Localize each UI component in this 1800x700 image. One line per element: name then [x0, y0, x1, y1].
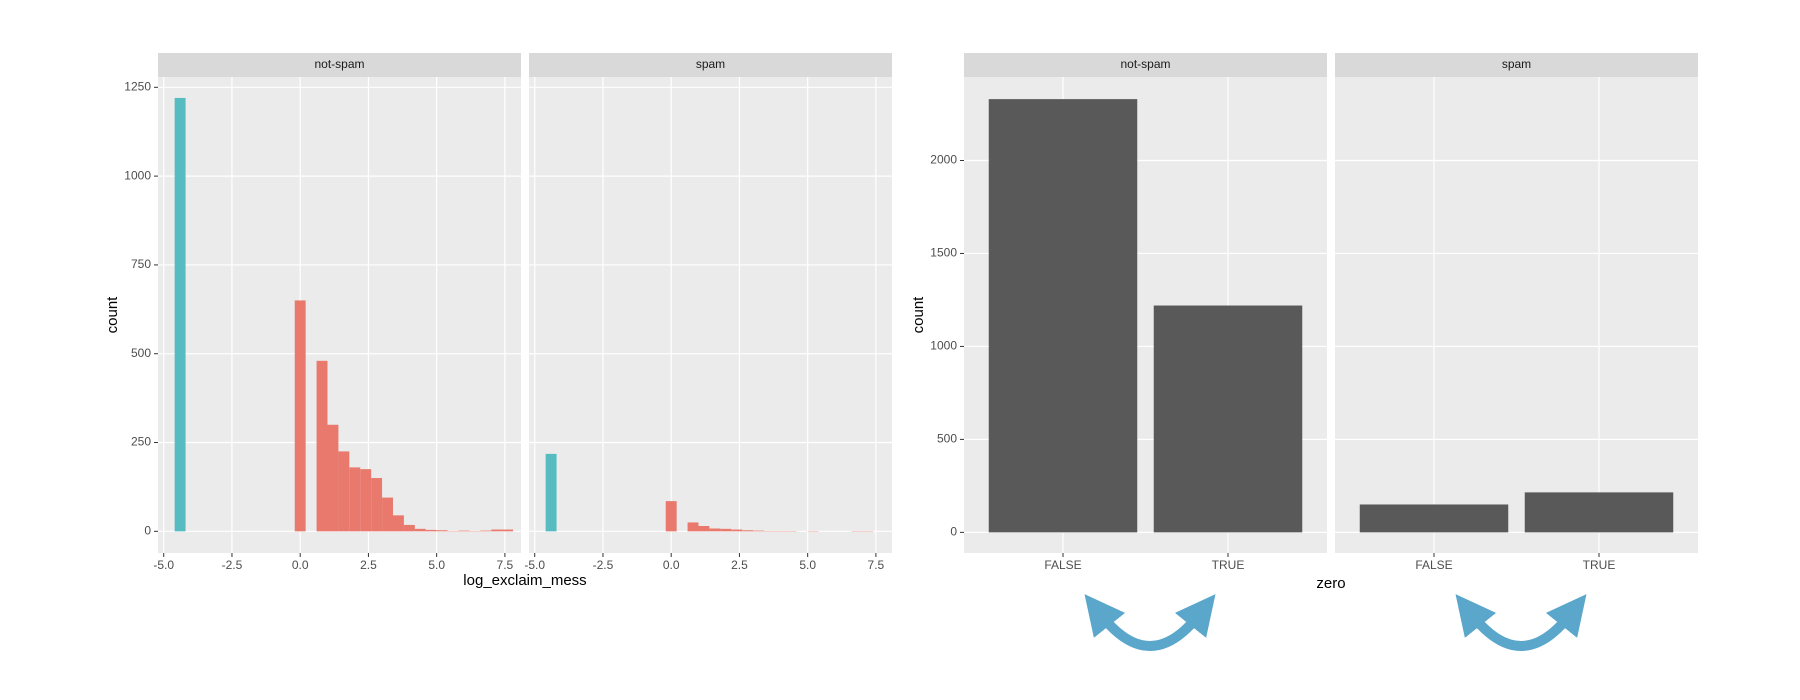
strip	[1335, 53, 1698, 77]
histogram-bar	[425, 529, 437, 532]
histogram-bar	[436, 530, 448, 532]
histogram-bar	[338, 451, 350, 532]
strip-label: spam	[1502, 57, 1531, 71]
histogram-bar	[327, 424, 339, 532]
x-tick-label: FALSE	[1044, 558, 1081, 572]
y-tick-label: 0	[950, 525, 957, 539]
histogram-bar	[731, 529, 743, 532]
x-tick-label: 2.5	[360, 558, 377, 572]
y-axis-title: count	[910, 296, 927, 334]
x-tick-label: TRUE	[1212, 558, 1245, 572]
y-axis-title: count	[104, 296, 121, 334]
histogram-bar	[403, 524, 415, 532]
histogram-bar	[742, 530, 754, 532]
strip	[158, 53, 521, 77]
histogram-bar	[480, 530, 492, 532]
x-axis-title: zero	[1316, 575, 1345, 592]
histogram-bar	[698, 526, 710, 532]
strip-label: not-spam	[1120, 57, 1170, 71]
y-tick-label: 0	[144, 524, 151, 538]
histogram-bar	[720, 528, 732, 532]
histogram-bar	[174, 97, 186, 532]
strip	[529, 53, 892, 77]
x-tick-label: 0.0	[663, 558, 680, 572]
x-tick-label: 2.5	[731, 558, 748, 572]
histogram-bar	[545, 453, 557, 532]
bar	[1524, 492, 1674, 533]
x-tick-label: -5.0	[524, 558, 545, 572]
histogram-bar	[294, 300, 306, 532]
strip-label: not-spam	[314, 57, 364, 71]
panel	[1335, 77, 1698, 553]
y-tick-label: 1000	[930, 339, 957, 353]
strip	[964, 53, 1327, 77]
x-tick-label: 7.5	[868, 558, 885, 572]
x-tick-label: TRUE	[1583, 558, 1616, 572]
histogram-bar	[502, 529, 514, 532]
y-tick-label: 1250	[124, 79, 151, 93]
histogram-bar	[458, 530, 470, 532]
x-tick-label: -2.5	[222, 558, 243, 572]
y-tick-label: 500	[131, 346, 151, 360]
y-tick-label: 250	[131, 435, 151, 449]
bar	[988, 99, 1138, 533]
histogram-bar	[360, 469, 372, 532]
x-tick-label: 7.5	[497, 558, 514, 572]
y-tick-label: 750	[131, 257, 151, 271]
histogram-bar	[382, 497, 393, 532]
histogram-bar	[316, 360, 328, 532]
x-tick-label: FALSE	[1415, 558, 1452, 572]
histogram-bar	[665, 501, 677, 532]
histogram-bar	[392, 515, 404, 532]
histogram-bar	[371, 478, 383, 532]
y-tick-label: 1500	[930, 246, 957, 260]
x-tick-label: 0.0	[292, 558, 309, 572]
strip-label: spam	[696, 57, 725, 71]
x-tick-label: -2.5	[593, 558, 614, 572]
panel	[529, 77, 892, 553]
x-tick-label: -5.0	[153, 558, 174, 572]
bar	[1153, 305, 1303, 533]
histogram-bar	[414, 528, 426, 532]
histogram-bar	[349, 467, 361, 532]
histogram-bar	[753, 530, 764, 532]
y-tick-label: 2000	[930, 153, 957, 167]
histogram-bar	[709, 528, 721, 532]
swap-arrow	[1084, 594, 1216, 651]
bar	[1359, 504, 1509, 533]
x-tick-label: 5.0	[428, 558, 445, 572]
swap-arrow	[1455, 594, 1587, 651]
x-tick-label: 5.0	[799, 558, 816, 572]
histogram-bar	[687, 522, 699, 532]
y-tick-label: 1000	[124, 168, 151, 182]
x-axis-title: log_exclaim_mess	[463, 572, 586, 589]
y-tick-label: 500	[937, 432, 957, 446]
histogram-bar	[491, 529, 503, 532]
